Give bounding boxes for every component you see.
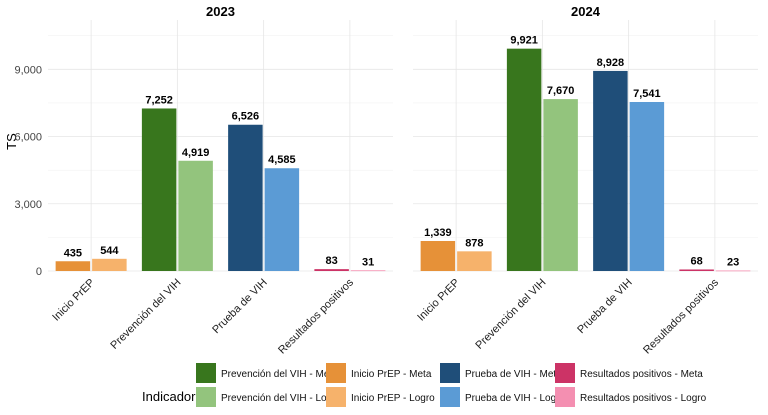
x-tick-label: Resultados positivos <box>641 276 721 356</box>
data-label-meta: 7,252 <box>145 94 173 106</box>
y-tick-label: 3,000 <box>14 199 42 211</box>
panel-title: 2024 <box>571 4 601 19</box>
x-tick-label: Prueba de VIH <box>575 277 635 337</box>
legend-swatch <box>326 387 346 407</box>
legend-entry: Inicio PrEP - Logro <box>351 393 435 404</box>
bar-meta <box>141 108 177 271</box>
bar-logro <box>178 160 213 271</box>
bar-meta <box>314 269 349 271</box>
y-axis-label: TS <box>4 133 19 150</box>
data-label-meta: 6,526 <box>232 111 260 123</box>
legend-swatch <box>196 387 216 407</box>
x-tick-label: Resultados positivos <box>276 276 356 356</box>
bar-logro <box>715 270 751 272</box>
x-tick-label: Inicio PrEP <box>415 277 462 324</box>
legend-entry: Prevención del VIH - Meta <box>221 369 338 380</box>
bar-logro <box>629 102 665 272</box>
bar-meta <box>679 269 714 271</box>
y-tick-label: 0 <box>36 266 42 278</box>
x-tick-label: Prevención del VIH <box>108 277 183 352</box>
legend-swatch <box>555 363 575 383</box>
legend-swatch <box>440 387 460 407</box>
bar-logro <box>457 251 492 271</box>
legend-entry: Resultados positivos - Logro <box>580 393 707 404</box>
data-label-logro: 4,585 <box>268 154 296 166</box>
data-label-logro: 544 <box>100 245 119 257</box>
data-label-logro: 7,670 <box>547 85 575 97</box>
x-tick-label: Inicio PrEP <box>50 277 97 324</box>
data-label-meta: 1,339 <box>424 227 452 239</box>
panel-title: 2023 <box>206 4 235 19</box>
y-tick-label: 6,000 <box>14 132 42 144</box>
data-label-logro: 4,919 <box>182 147 210 159</box>
x-tick-label: Prevención del VIH <box>473 277 548 352</box>
legend-entry: Prueba de VIH - Logro <box>465 393 565 404</box>
bar-logro <box>92 258 127 271</box>
bar-logro <box>350 270 386 272</box>
data-label-logro: 878 <box>465 237 483 249</box>
data-label-logro: 23 <box>727 256 739 268</box>
y-tick-label: 9,000 <box>14 64 42 76</box>
legend-swatch <box>196 363 216 383</box>
x-tick-label: Prueba de VIH <box>210 277 270 337</box>
bar-meta <box>228 124 263 271</box>
bar-logro <box>543 99 578 271</box>
bar-meta <box>420 240 456 271</box>
legend-entry: Resultados positivos - Meta <box>580 369 703 380</box>
bar-meta <box>506 48 542 272</box>
legend-swatch <box>326 363 346 383</box>
legend-entry: Prevención del VIH - Logro <box>221 393 342 404</box>
data-label-meta: 68 <box>691 255 703 267</box>
data-label-meta: 8,928 <box>597 57 625 69</box>
data-label-logro: 7,541 <box>633 88 661 100</box>
legend-swatch <box>440 363 460 383</box>
legend-entry: Inicio PrEP - Meta <box>351 369 432 380</box>
bar-logro <box>264 168 300 271</box>
legend-title: Indicador <box>142 389 196 404</box>
data-label-meta: 435 <box>64 247 82 259</box>
bar-meta <box>593 70 628 271</box>
bar-meta <box>55 261 91 271</box>
data-label-meta: 9,921 <box>510 35 538 47</box>
data-label-meta: 83 <box>326 255 338 267</box>
data-label-logro: 31 <box>362 256 374 268</box>
legend-entry: Prueba de VIH - Meta <box>465 369 562 380</box>
legend-swatch <box>555 387 575 407</box>
